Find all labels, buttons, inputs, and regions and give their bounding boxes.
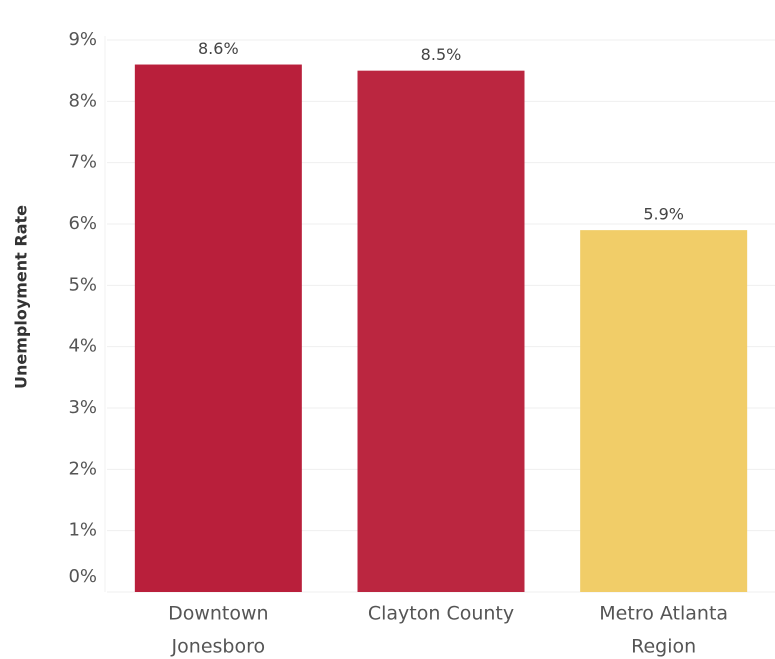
y-tick-label: 0% (68, 566, 97, 587)
y-tick-label: 5% (68, 274, 97, 295)
y-tick-label: 1% (68, 520, 97, 541)
x-tick-label: Jonesboro (171, 636, 266, 658)
y-tick-label: 9% (68, 29, 97, 50)
y-axis-label: Unemployment Rate (12, 205, 31, 389)
y-tick-label: 6% (68, 213, 97, 234)
value-label: 8.6% (198, 39, 239, 58)
bar (580, 230, 748, 592)
bar (134, 64, 302, 593)
y-tick-label: 7% (68, 152, 97, 173)
bar (357, 70, 525, 592)
x-tick-label: Metro Atlanta (599, 603, 728, 625)
y-tick-label: 3% (68, 397, 97, 418)
y-tick-label: 2% (68, 458, 97, 479)
value-label: 8.5% (421, 45, 462, 64)
value-label: 5.9% (643, 205, 684, 224)
y-tick-label: 4% (68, 336, 97, 357)
x-tick-label: Clayton County (368, 603, 514, 625)
x-tick-label: Region (631, 636, 696, 658)
y-tick-label: 8% (68, 90, 97, 111)
x-tick-label: Downtown (168, 603, 269, 625)
